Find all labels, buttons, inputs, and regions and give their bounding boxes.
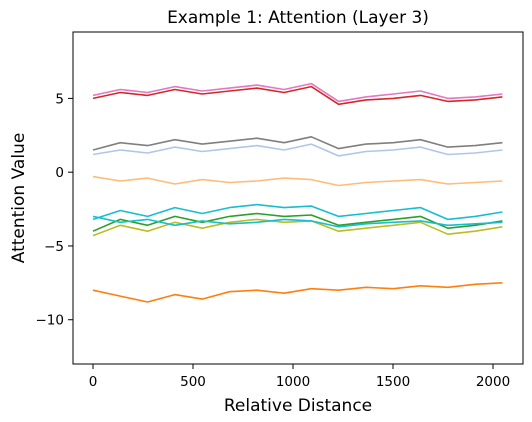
series-line-10 xyxy=(92,282,503,303)
y-axis: −10 −5 0 5 xyxy=(36,91,73,329)
x-tick-label: 1500 xyxy=(376,374,410,390)
series-line-8 xyxy=(92,175,503,187)
x-axis: 0 500 1000 1500 2000 xyxy=(89,364,510,390)
x-tick-label: 2000 xyxy=(476,374,510,390)
x-tick-label: 500 xyxy=(180,374,206,390)
plot-frame xyxy=(72,31,524,365)
y-tick-label: −10 xyxy=(36,313,65,329)
y-axis-label: Attention Value xyxy=(9,133,29,264)
y-tick-label: 5 xyxy=(55,91,64,107)
series-line-2 xyxy=(92,218,503,237)
series-line-6 xyxy=(92,85,503,106)
y-tick-label: 0 xyxy=(55,165,64,181)
series-line-9 xyxy=(92,215,503,228)
series-layer xyxy=(92,82,503,303)
series-line-5 xyxy=(92,143,503,157)
y-tick-label: −5 xyxy=(44,239,64,255)
x-tick-label: 1000 xyxy=(276,374,310,390)
x-tick-label: 0 xyxy=(89,374,98,390)
x-axis-label: Relative Distance xyxy=(224,396,372,416)
chart-title: Example 1: Attention (Layer 3) xyxy=(167,8,429,28)
series-line-3 xyxy=(92,203,503,221)
series-line-7 xyxy=(92,82,503,103)
series-line-4 xyxy=(92,136,503,151)
